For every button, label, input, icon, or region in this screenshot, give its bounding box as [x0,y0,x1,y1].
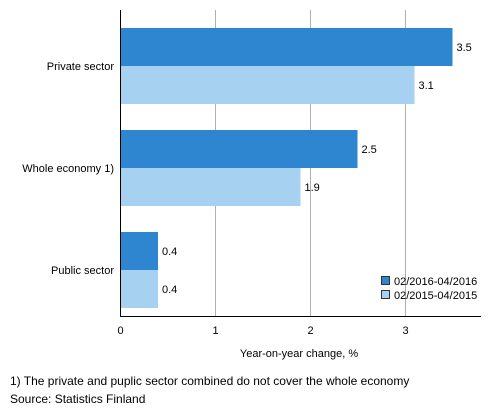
x-tick-label: 1 [212,325,218,337]
x-axis-title: Year-on-year change, % [240,348,358,360]
bars [120,28,453,308]
x-tick-label: 0 [117,325,123,337]
bar [120,232,158,270]
x-tick-label: 3 [402,325,408,337]
footnote: 1) The private and puplic sector combine… [10,374,410,388]
data-label: 0.4 [162,284,177,296]
x-tick-label: 2 [307,325,313,337]
legend-label: 02/2015-04/2015 [394,290,477,302]
data-label: 3.1 [419,80,434,92]
source-note: Source: Statistics Finland [10,392,146,406]
bar [120,66,415,104]
data-label: 2.5 [362,144,377,156]
bar [120,130,358,168]
y-tick-label: Private sector [47,61,115,73]
data-label: 0.4 [162,246,177,258]
data-label: 3.5 [457,42,472,54]
bar [120,270,158,308]
y-tick-label: Whole economy 1) [22,163,114,175]
bar [120,28,453,66]
legend-label: 02/2016-04/2016 [394,276,477,288]
data-labels: 3.5 3.1 2.5 1.9 0.4 0.4 [162,42,472,296]
y-tick-label: Public sector [51,265,114,277]
legend-swatch [381,276,390,285]
legend: 02/2016-04/2016 02/2015-04/2015 [381,276,477,302]
data-label: 1.9 [305,182,320,194]
legend-swatch [381,290,390,299]
axes: 0 1 2 3 Private sector Whole economy 1) Public… [22,10,481,337]
bar [120,168,301,206]
